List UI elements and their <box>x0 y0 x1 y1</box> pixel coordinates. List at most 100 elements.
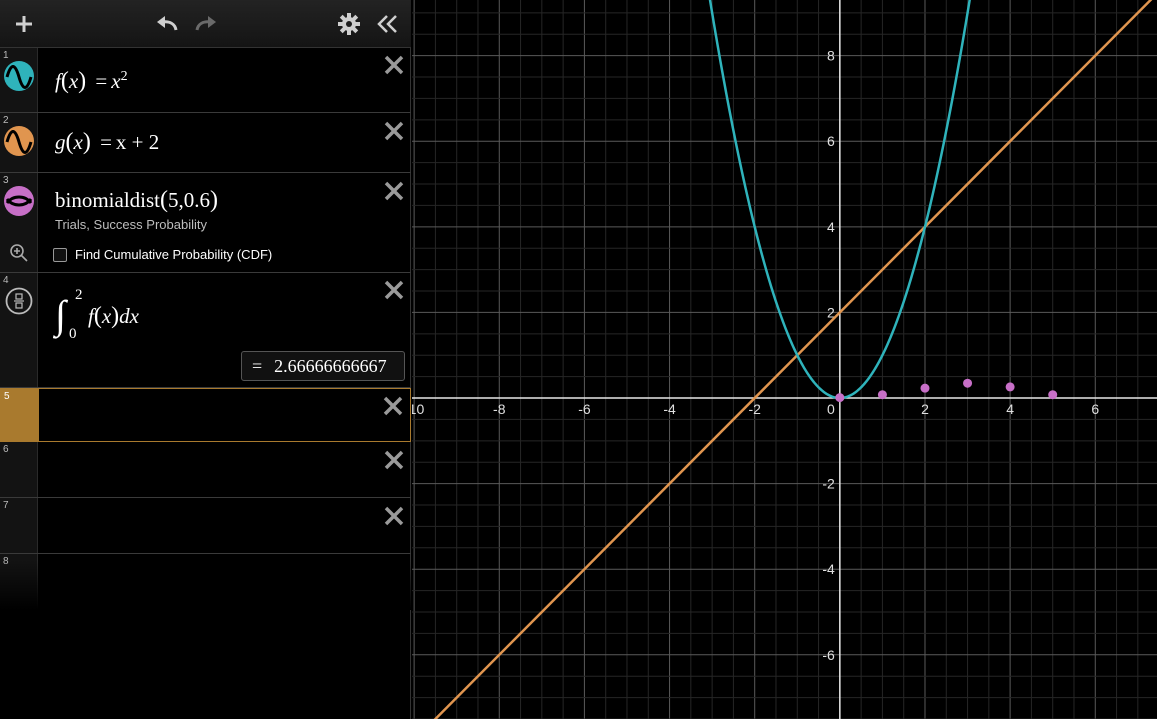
row-index: 1 <box>3 50 9 61</box>
graph-color-icon[interactable] <box>4 186 34 216</box>
expression-toolbar <box>0 0 411 48</box>
binomial-point <box>1048 390 1058 400</box>
integrand-function: f <box>88 304 94 328</box>
expression-row-1[interactable]: 1 f(x) = x2 <box>0 48 411 113</box>
row-gutter: 1 <box>0 48 38 112</box>
expression-math[interactable]: g(x) = x + 2 <box>55 129 160 155</box>
list-fade <box>0 560 411 610</box>
y-tick-label: 6 <box>827 133 835 149</box>
integral-upper-bound: 2 <box>75 287 83 303</box>
param-trials-label: Trials, <box>55 217 90 232</box>
grid-lines <box>412 0 1157 719</box>
curve-g[interactable] <box>412 0 1157 719</box>
x-tick-label: -8 <box>493 401 506 417</box>
x-tick-label: 4 <box>1006 401 1014 417</box>
function-variable: x <box>73 130 83 154</box>
integral-expression[interactable]: ∫ 2 0 f(x)dx <box>55 287 215 349</box>
close-icon[interactable] <box>383 120 405 142</box>
binomial-point <box>835 393 845 403</box>
integral-sign: ∫ <box>55 292 66 337</box>
x-tick-label: -2 <box>748 401 761 417</box>
x-tick-label: 2 <box>921 401 929 417</box>
param-probability-label: Success Probability <box>93 217 207 232</box>
y-tick-label: -6 <box>822 647 835 663</box>
integrand: f(x)dx <box>88 303 139 329</box>
expression-math[interactable]: binomialdist(5,0.6) <box>55 187 218 213</box>
close-icon[interactable] <box>383 54 405 76</box>
zoom-icon[interactable] <box>9 243 29 263</box>
function-name: g <box>55 130 66 154</box>
y-tick-label: -2 <box>822 476 835 492</box>
function-name: f <box>55 69 61 93</box>
double-chevron-left-icon[interactable] <box>373 10 401 38</box>
graph-background <box>412 0 1157 719</box>
parameter-labels: Trials, Success Probability <box>55 217 207 232</box>
row-index: 4 <box>3 275 9 286</box>
binomial-point <box>877 390 887 400</box>
axes <box>412 0 1157 719</box>
x-tick-label: -10 <box>412 401 424 417</box>
y-tick-label: -4 <box>822 561 835 577</box>
row-gutter: 4 <box>0 273 38 387</box>
result-value: 2.66666666667 <box>274 355 387 376</box>
row-index: 6 <box>3 444 9 455</box>
redo-icon[interactable] <box>192 10 220 38</box>
x-tick-label: 0 <box>827 401 835 417</box>
axis-labels: -10 -8 -6 -4 -2 0 2 4 6 8 6 4 2 -2 -4 -6 <box>412 48 1099 663</box>
rhs-expression: x + 2 <box>115 130 160 154</box>
expression-row-6[interactable]: 6 <box>0 442 411 498</box>
expression-input[interactable] <box>41 393 381 437</box>
expression-math[interactable]: f(x) = x2 <box>55 68 128 94</box>
function-text: binomialdist <box>55 188 160 212</box>
y-tick-label: 2 <box>827 304 835 320</box>
x-tick-label: 6 <box>1091 401 1099 417</box>
x-tick-label: -6 <box>578 401 591 417</box>
expression-row-5[interactable]: 5 <box>0 388 411 442</box>
rhs-variable: x <box>111 69 121 93</box>
gear-icon[interactable] <box>335 10 363 38</box>
expression-row-3[interactable]: 3 binomialdist(5,0.6) Trials, Success Pr… <box>0 173 411 273</box>
row-index: 3 <box>3 175 9 186</box>
differential: dx <box>119 304 139 328</box>
row-gutter: 2 <box>0 113 38 172</box>
close-icon[interactable] <box>382 395 404 417</box>
graph-color-icon[interactable] <box>4 126 34 156</box>
close-icon[interactable] <box>383 279 405 301</box>
row-index: 5 <box>4 391 10 402</box>
function-variable: x <box>68 69 79 93</box>
row-gutter: 7 <box>0 498 38 553</box>
expression-row-4[interactable]: 4 ∫ 2 0 f(x)dx = 2.66666666667 <box>0 273 411 388</box>
row-index: 2 <box>3 115 9 126</box>
expression-row-2[interactable]: 2 g(x) = x + 2 <box>0 113 411 173</box>
binomial-point <box>920 383 930 393</box>
binomial-point <box>1005 382 1015 392</box>
expression-list: 1 f(x) = x2 2 g(x) = x + 2 <box>0 0 411 719</box>
row-gutter: 6 <box>0 442 38 497</box>
binomial-point <box>963 378 973 388</box>
cdf-checkbox[interactable] <box>53 247 67 262</box>
close-icon[interactable] <box>383 180 405 202</box>
x-tick-label: -4 <box>663 401 676 417</box>
integral-lower-bound: 0 <box>69 326 77 342</box>
binomial-points[interactable] <box>835 378 1058 403</box>
cdf-toggle[interactable]: Find Cumulative Probability (CDF) <box>53 247 272 262</box>
row-gutter: 5 <box>1 389 39 441</box>
expression-row-7[interactable]: 7 <box>0 498 411 554</box>
row-gutter: 3 <box>0 173 38 272</box>
undo-icon[interactable] <box>153 10 181 38</box>
close-icon[interactable] <box>383 505 405 527</box>
exponent: 2 <box>120 69 128 84</box>
graph-color-icon[interactable] <box>4 61 34 91</box>
plus-icon[interactable] <box>10 10 38 38</box>
graph-canvas[interactable]: -10 -8 -6 -4 -2 0 2 4 6 8 6 4 2 -2 -4 -6 <box>412 0 1157 719</box>
y-tick-label: 8 <box>827 48 835 64</box>
evaluation-result: = 2.66666666667 <box>241 351 405 381</box>
integrand-variable: x <box>101 304 112 328</box>
y-tick-label: 4 <box>827 219 835 235</box>
fraction-icon[interactable] <box>5 287 33 315</box>
cdf-label: Find Cumulative Probability (CDF) <box>75 247 273 262</box>
result-equals: = <box>252 355 263 376</box>
close-icon[interactable] <box>383 449 405 471</box>
function-args: 5,0.6 <box>168 188 210 212</box>
row-index: 7 <box>3 500 9 511</box>
